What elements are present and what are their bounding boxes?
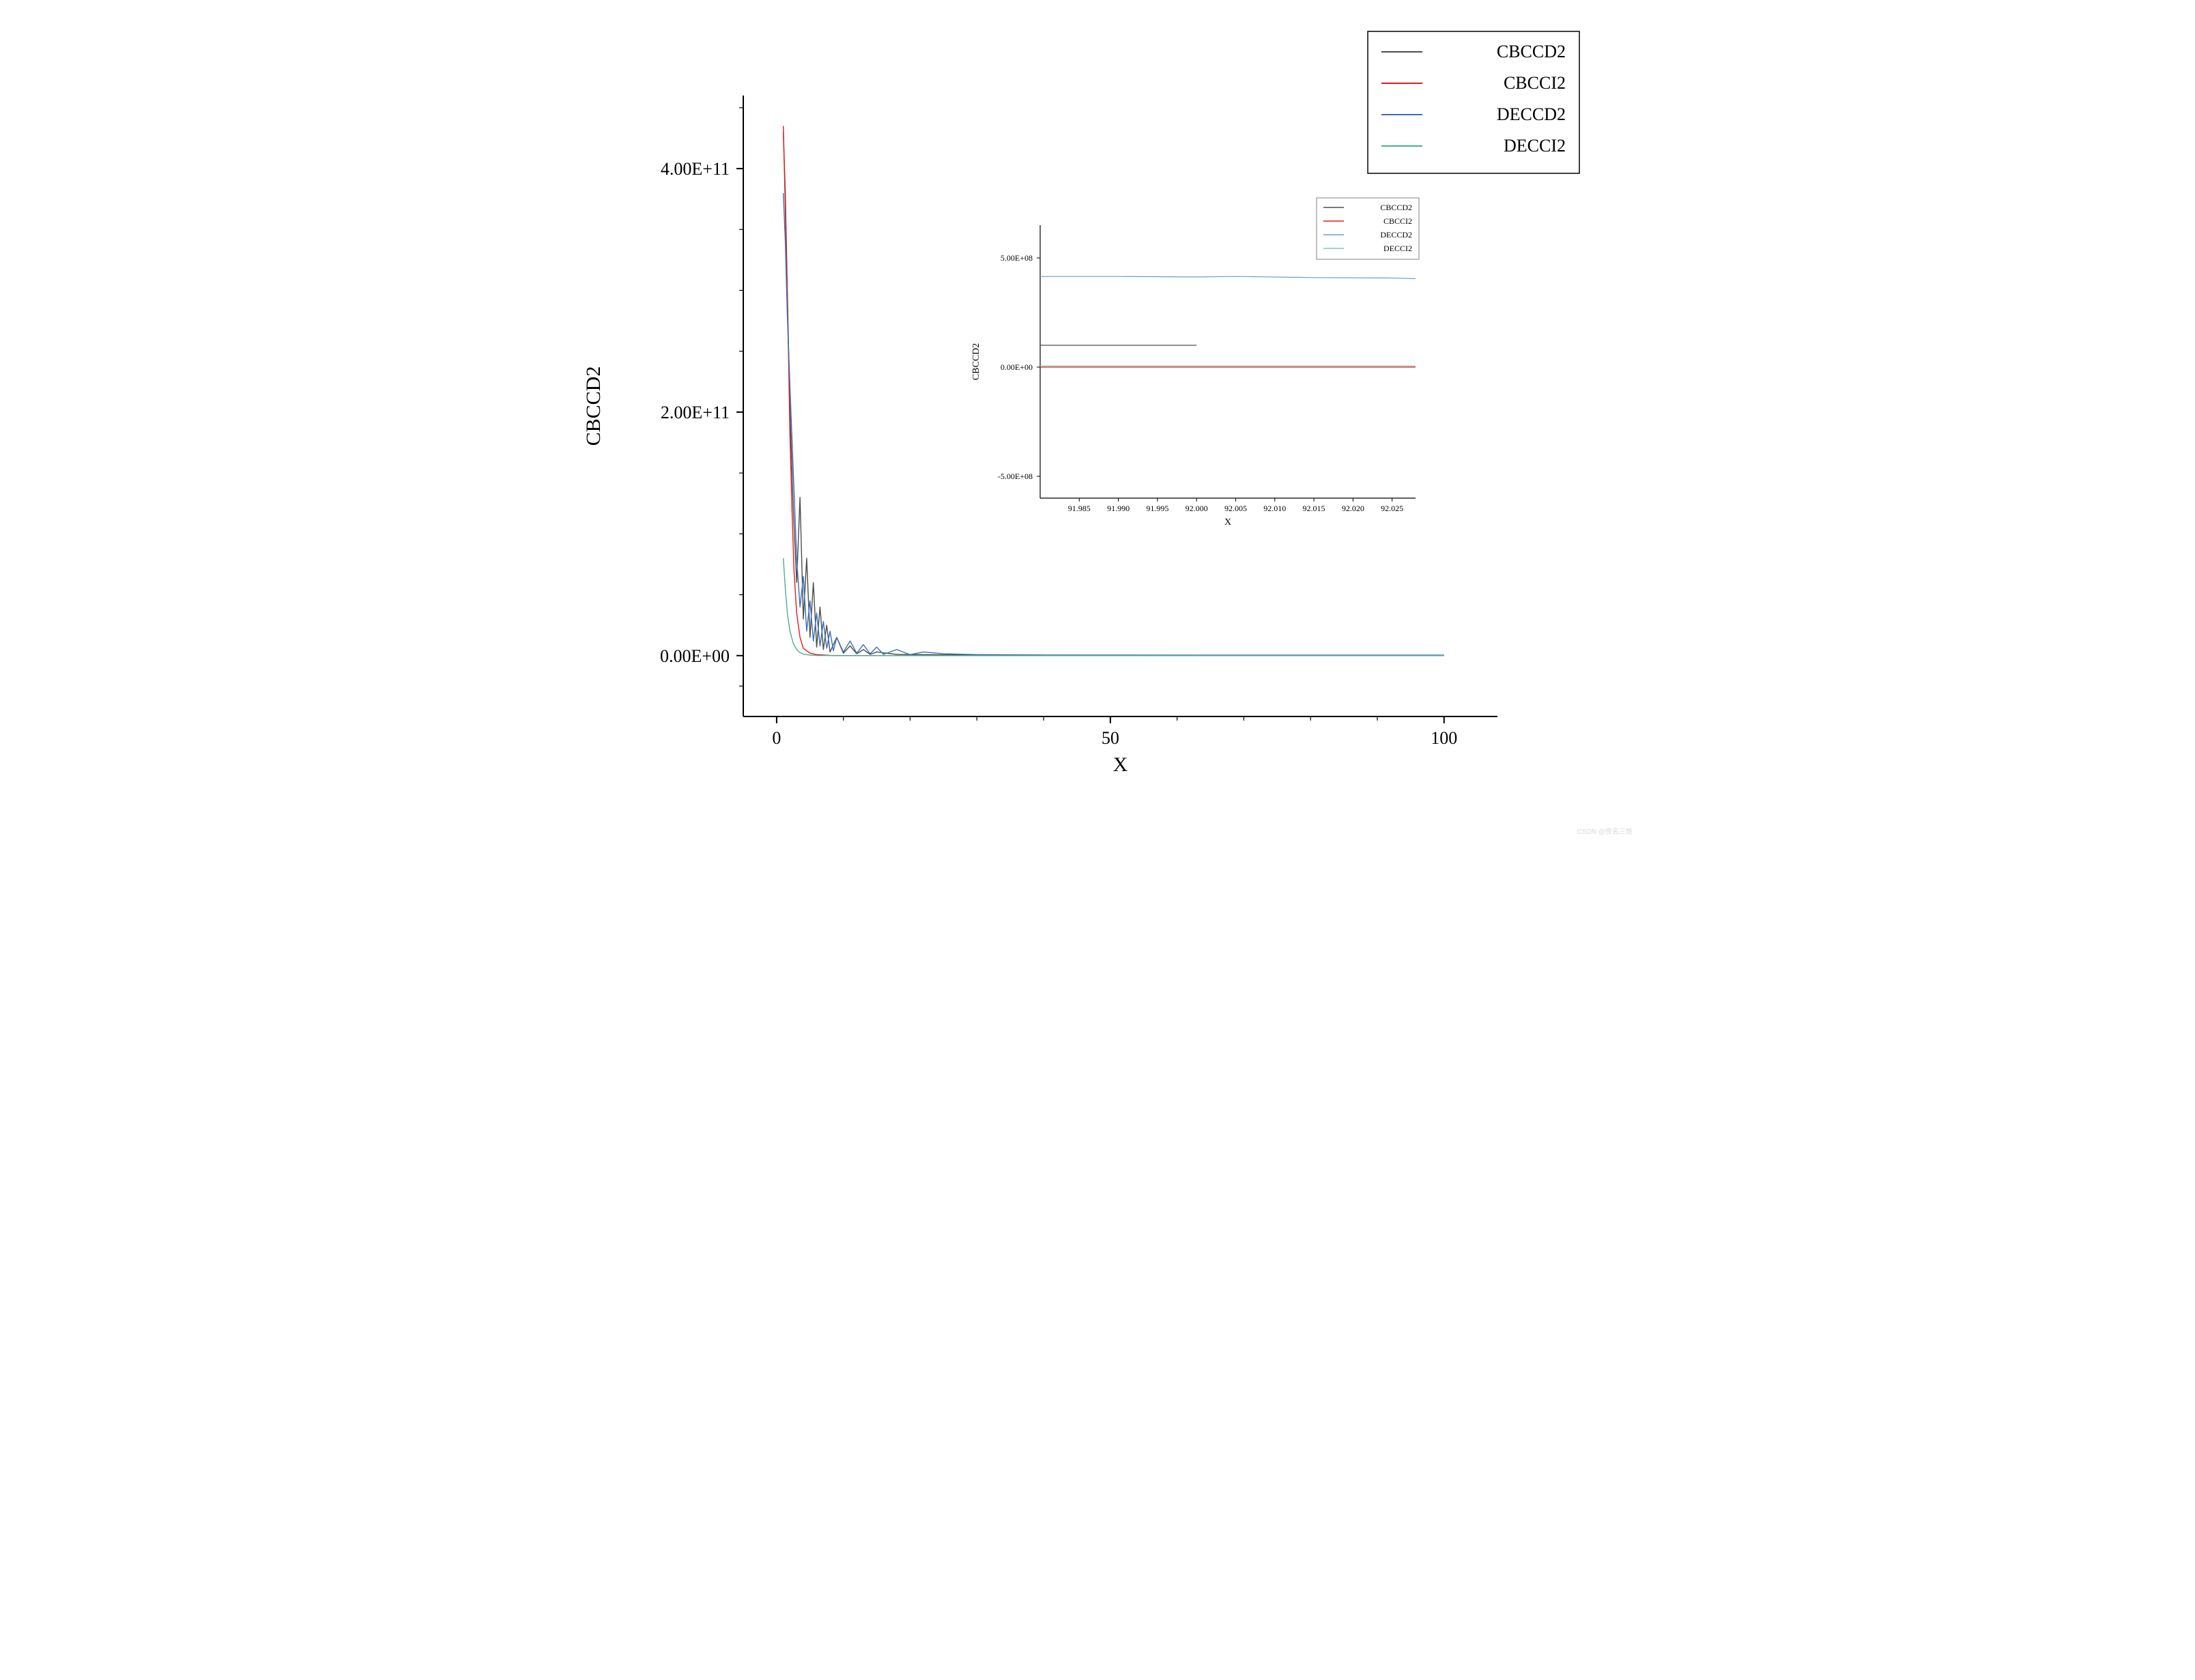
inset-x-tick-label: 92.000 xyxy=(1186,504,1208,513)
chart-svg: 0 50 100 0.00E+00 2.00E+11 4.00E+11 X CBCCD2 CBC… xyxy=(549,0,1646,840)
inset-x-tick-label: 91.990 xyxy=(1107,504,1130,513)
y-tick-label: 0.00E+00 xyxy=(660,646,730,666)
y-tick-label: 4.00E+11 xyxy=(661,159,730,179)
inset-x-label: X xyxy=(1224,517,1231,527)
series-DECCD2 xyxy=(784,193,1444,655)
legend-label: CBCCI2 xyxy=(1504,73,1566,93)
series-DECCI2 xyxy=(784,558,1444,656)
x-tick-label: 100 xyxy=(1431,728,1457,748)
inset-x-tick-label: 92.005 xyxy=(1224,504,1247,513)
x-tick-label: 0 xyxy=(772,728,781,748)
inset-x-tick-label: 92.020 xyxy=(1342,504,1364,513)
inset-x-tick-label: 92.025 xyxy=(1381,504,1403,513)
inset-x-tick-label: 92.015 xyxy=(1303,504,1325,513)
inset-legend-label: DECCD2 xyxy=(1380,230,1412,240)
inset-x-tick-label: 91.995 xyxy=(1146,504,1168,513)
inset-series-DECCD2 xyxy=(1040,276,1416,278)
inset-y-tick-label: -5.00E+08 xyxy=(998,472,1033,481)
inset-legend-label: CBCCD2 xyxy=(1380,203,1412,212)
y-tick-label: 2.00E+11 xyxy=(661,403,730,422)
y-axis-label: CBCCD2 xyxy=(582,366,605,446)
inset-y-tick-label: 5.00E+08 xyxy=(1001,253,1033,263)
inset-legend-label: DECCI2 xyxy=(1383,244,1412,253)
inset-y-tick-label: 0.00E+00 xyxy=(1001,362,1033,372)
x-axis-label: X xyxy=(1113,753,1128,776)
legend-label: DECCD2 xyxy=(1497,104,1566,124)
watermark-text: CSDN @佚名三姓 xyxy=(1577,826,1633,836)
inset-series-group xyxy=(1040,276,1416,367)
inset-y-label: CBCCD2 xyxy=(971,343,981,380)
legend-label: DECCI2 xyxy=(1504,136,1566,156)
inset-x-tick-label: 91.985 xyxy=(1068,504,1091,513)
x-tick-label: 50 xyxy=(1102,728,1119,748)
inset-x-tick-label: 92.010 xyxy=(1263,504,1286,513)
inset-legend-label: CBCCI2 xyxy=(1383,216,1412,226)
legend-label: CBCCD2 xyxy=(1497,42,1566,61)
